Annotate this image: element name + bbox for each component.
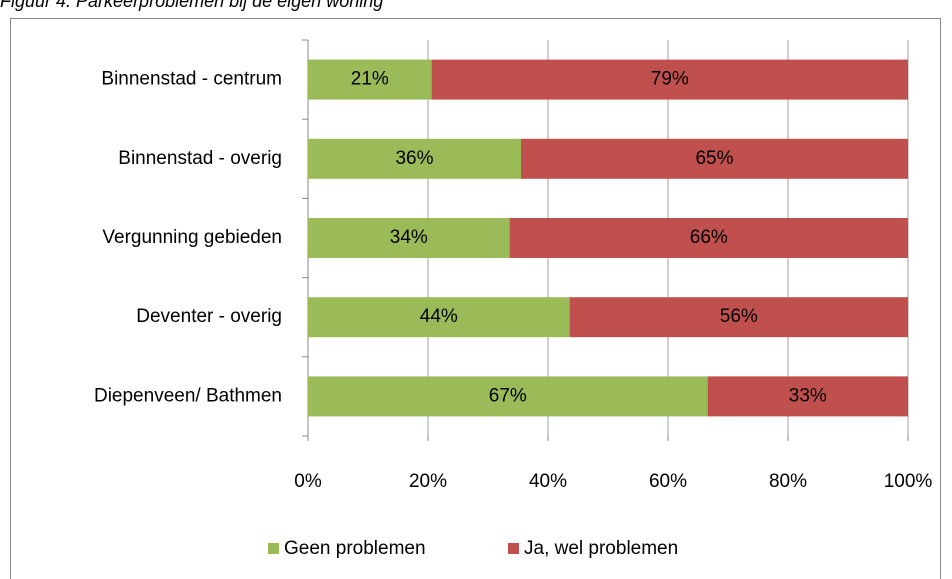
y-tick-label: Diepenveen/ Bathmen (94, 385, 282, 406)
data-label: 79% (651, 69, 689, 90)
bar-segment (431, 59, 908, 100)
data-label: 34% (390, 227, 428, 248)
bar-segment (509, 218, 908, 258)
bar-segment (308, 138, 521, 179)
bar-segment (707, 376, 908, 417)
bar-segment (308, 218, 510, 258)
x-tick-label: 0% (294, 471, 322, 492)
bar-segment (521, 138, 908, 179)
data-label: 21% (351, 69, 389, 90)
data-label: 36% (395, 148, 433, 169)
data-label: 56% (720, 306, 758, 327)
x-tick-label: 40% (529, 471, 567, 492)
y-tick-label: Deventer - overig (136, 306, 282, 327)
x-tick-label: 20% (409, 471, 447, 492)
data-label: 67% (489, 385, 527, 406)
x-tick-label: 60% (649, 471, 687, 492)
y-tick-label: Binnenstad - centrum (101, 69, 282, 90)
data-label: 65% (695, 148, 733, 169)
chart-title: Figuur 4. Parkeerproblemen bij de eigen … (0, 0, 383, 11)
y-tick-label: Binnenstad - overig (118, 148, 282, 169)
data-label: 66% (690, 227, 728, 248)
data-label: 44% (420, 306, 458, 327)
legend-swatch (508, 543, 519, 554)
x-tick-label: 80% (769, 471, 807, 492)
bar-segment (308, 59, 432, 100)
legend-label: Geen problemen (284, 538, 426, 559)
legend-label: Ja, wel problemen (524, 538, 678, 559)
bar-segment (308, 376, 708, 417)
x-tick-label: 100% (884, 471, 933, 492)
bar-segment (308, 297, 570, 338)
legend-swatch (268, 543, 279, 554)
y-tick-label: Vergunning gebieden (102, 227, 282, 248)
data-label: 33% (789, 385, 827, 406)
bar-segment (569, 297, 908, 338)
